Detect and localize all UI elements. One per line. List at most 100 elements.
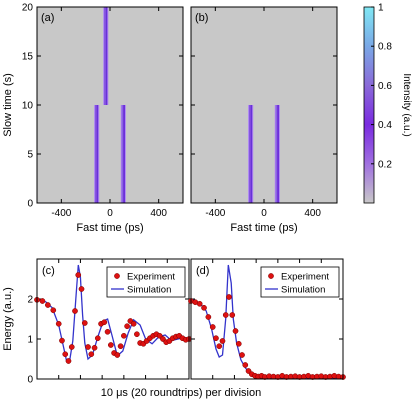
heatmap-trace <box>103 7 109 105</box>
trace-body <box>121 105 126 203</box>
trace-highlight <box>95 105 97 203</box>
experiment-point <box>45 302 51 308</box>
experiment-point <box>75 272 82 278</box>
legend-box <box>260 266 340 298</box>
experiment-point <box>39 298 46 304</box>
experiment-point <box>196 300 203 307</box>
plot-frame <box>36 258 190 380</box>
experiment-point <box>78 286 85 292</box>
trace-core <box>106 7 107 105</box>
experiment-point <box>68 344 75 350</box>
legend-box <box>106 266 186 298</box>
experiment-point <box>101 319 108 326</box>
bottom-axis-label: 10 μs (20 roundtrips) per division <box>101 387 261 399</box>
experiment-point <box>130 320 137 327</box>
x-axis-label: Fast time (ps) <box>76 222 143 234</box>
experiment-point <box>219 338 226 344</box>
trace-body <box>275 105 280 203</box>
y-tick-label: 10 <box>22 101 34 112</box>
legend-marker-experiment <box>268 273 274 279</box>
colorbar-label: Intensity (a.u.) <box>401 73 412 136</box>
trace-highlight <box>104 7 106 105</box>
x-axis-label: Fast time (ps) <box>230 222 297 234</box>
y-tick-label: 0 <box>27 375 33 386</box>
trace-body <box>248 105 253 203</box>
experiment-point <box>81 320 88 326</box>
experiment-point <box>239 352 245 358</box>
trace-core <box>123 105 125 203</box>
experiment-point <box>222 312 229 318</box>
experiment-point <box>209 324 216 330</box>
plot-frame <box>190 258 344 380</box>
y-tick-label: 2 <box>27 295 33 306</box>
panel-label: (d) <box>196 265 209 277</box>
y-tick-label: 15 <box>22 52 34 63</box>
experiment-point <box>216 343 223 350</box>
experiment-point <box>134 331 140 338</box>
experiment-point <box>107 342 114 348</box>
colorbar-tick-label: 0.4 <box>378 120 392 131</box>
colorbar-tick-label: 0.2 <box>378 159 392 170</box>
legend-label-experiment: Experiment <box>281 272 329 283</box>
y-tick-label: 20 <box>22 3 34 14</box>
y-tick-label: 5 <box>27 150 33 161</box>
y-tick-label: 0 <box>27 199 33 210</box>
colorbar <box>363 6 375 204</box>
legend-label-simulation: Simulation <box>281 285 325 296</box>
x-tick-label: 0 <box>107 208 113 219</box>
trace-body <box>103 7 108 105</box>
legend-marker-experiment <box>114 273 120 279</box>
experiment-point <box>88 351 95 358</box>
panel-label: (c) <box>42 265 55 277</box>
trace-core <box>277 105 279 203</box>
heatmap-trace <box>120 105 127 203</box>
experiment-point <box>205 314 212 320</box>
trace-highlight <box>122 105 124 203</box>
experiment-point <box>65 358 72 364</box>
x-tick-label: -400 <box>205 208 225 219</box>
experiment-point <box>59 337 65 344</box>
experiment-point <box>201 304 207 311</box>
experiment-point <box>104 328 111 335</box>
heatmap-trace <box>93 105 100 203</box>
x-tick-label: -400 <box>51 208 71 219</box>
colorbar-tick-label: 0.8 <box>378 42 392 53</box>
panel-label: (a) <box>41 12 54 24</box>
x-tick-label: 400 <box>304 208 321 219</box>
experiment-point <box>226 294 232 300</box>
x-tick-label: 0 <box>261 208 267 219</box>
experiment-point <box>117 343 124 350</box>
experiment-point <box>94 335 101 342</box>
colorbar-tick-label: 1 <box>378 3 384 14</box>
experiment-point <box>229 312 236 318</box>
y-axis-label: Energy (a.u.) <box>2 287 14 351</box>
heatmap-background <box>37 7 183 203</box>
heatmap-trace <box>274 105 281 203</box>
y-tick-label: 1 <box>27 335 33 346</box>
experiment-point <box>121 332 127 339</box>
experiment-point <box>242 362 249 368</box>
experiment-point <box>50 307 57 314</box>
trace-core <box>251 105 252 203</box>
heatmap-background <box>191 7 337 203</box>
legend-label-simulation: Simulation <box>127 285 171 296</box>
heatmap-trace <box>247 105 254 203</box>
trace-body <box>94 105 99 203</box>
experiment-point <box>114 352 121 358</box>
colorbar-tick-label: 0.6 <box>378 81 392 92</box>
experiment-point <box>235 340 242 347</box>
legend-label-experiment: Experiment <box>127 272 175 283</box>
trace-highlight <box>249 105 251 203</box>
experiment-point <box>55 320 62 327</box>
y-axis-label: Slow time (s) <box>2 73 14 137</box>
experiment-point <box>232 328 239 334</box>
panel-label: (b) <box>195 12 208 24</box>
experiment-point <box>62 351 69 358</box>
trace-highlight <box>276 105 278 203</box>
experiment-point <box>72 308 78 314</box>
experiment-point <box>124 323 130 330</box>
x-tick-label: 400 <box>150 208 167 219</box>
experiment-point <box>91 344 98 351</box>
trace-core <box>97 105 98 203</box>
